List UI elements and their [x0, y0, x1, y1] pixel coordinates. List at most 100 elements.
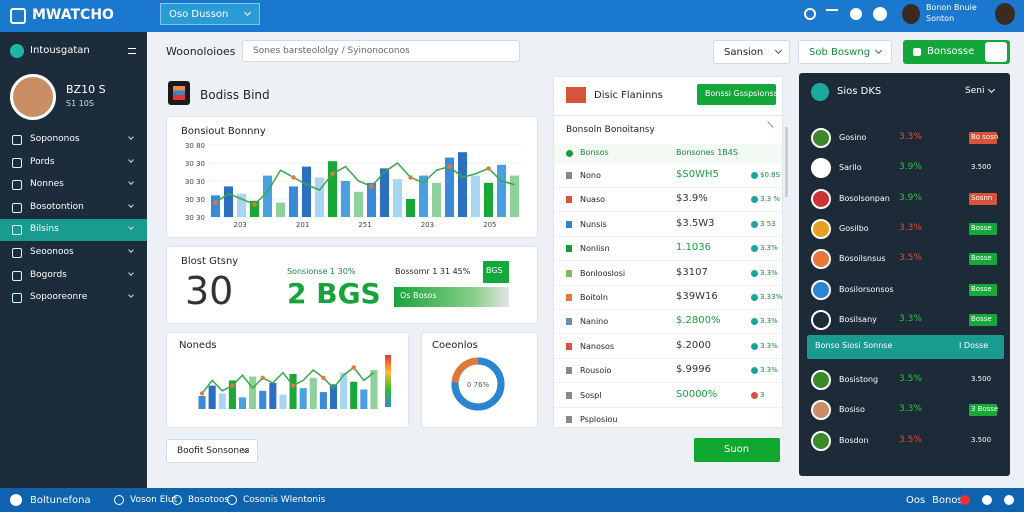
y-tick-label: 30 30 — [185, 160, 205, 168]
board-row[interactable]: Sarilo 3.9% 3.500 — [799, 155, 1010, 183]
row-value: $.9996 — [676, 364, 711, 376]
list-row[interactable]: Nuaso $3.9% 3.3 % — [554, 188, 782, 213]
point — [213, 200, 218, 205]
toolbar-label: Woonoloioes — [166, 45, 236, 58]
bar — [457, 152, 468, 217]
chart — [198, 365, 378, 409]
button[interactable]: Sob Boswng — [798, 40, 892, 64]
list-head: Bonsos Bonsones 1B4S — [554, 144, 782, 164]
footer-link[interactable]: Bonos — [932, 495, 963, 506]
board-row[interactable]: Bosistong 3.5% 3.500 — [799, 367, 1010, 395]
bar — [340, 181, 351, 217]
board-row[interactable]: Bosilorsonsos Bosse — [799, 277, 1010, 305]
icon — [10, 494, 22, 506]
avatar — [811, 279, 831, 300]
list-row[interactable]: Nonlisn 1.1036 3.3% — [554, 237, 782, 262]
badge-text: Bosse — [971, 223, 992, 232]
chevron — [128, 201, 134, 208]
row-dot — [751, 294, 758, 301]
menu-icon — [12, 225, 22, 236]
board-name: Sarilo — [839, 163, 862, 173]
menu-item[interactable]: Nonnes — [0, 174, 147, 196]
badge-text: Bosse — [971, 284, 992, 293]
icon[interactable] — [873, 7, 887, 21]
board-pct: 3.3% — [899, 313, 922, 324]
list-row[interactable]: Bonlooslosi $3107 3.3% — [554, 262, 782, 286]
bar — [418, 175, 429, 217]
footer-link[interactable]: Bosotoos — [188, 495, 230, 505]
icon[interactable] — [850, 8, 862, 20]
dropdown-text: Oso Dusson — [169, 9, 229, 20]
menu-item[interactable]: Sopononos — [0, 129, 147, 151]
bar — [279, 394, 287, 409]
avatar[interactable] — [995, 3, 1015, 25]
avatar — [811, 430, 831, 451]
board-name: Bosiso — [839, 405, 865, 415]
menu-icon[interactable] — [128, 48, 136, 54]
footer-link[interactable]: Voson Elut — [130, 495, 178, 505]
list-subtitle: Bonsoln Bonoitansy — [566, 125, 655, 135]
bar — [299, 388, 307, 409]
menu-icon — [12, 180, 22, 191]
menu-item[interactable]: Sopooreonre — [0, 287, 147, 309]
bar — [198, 396, 206, 409]
board-row[interactable]: Bosiso 3.3% 3 Bosse — [799, 397, 1010, 425]
board-row[interactable]: Gosino 3.3% Bo sosn — [799, 125, 1010, 153]
badge: 3 Bosse — [969, 404, 998, 417]
search-icon[interactable] — [985, 42, 1007, 62]
list-row[interactable]: Nono $S0WH5 $0.8S — [554, 164, 782, 188]
board-row[interactable]: Bosilsany 3.3% Bosse — [799, 307, 1010, 335]
stats-big: 30 — [185, 269, 234, 313]
list-row[interactable]: Rousoio $.9996 3.3% — [554, 359, 782, 384]
list-row[interactable]: Nunsis $3.5W3 3 53 — [554, 213, 782, 237]
board-pct: 3.5% — [899, 434, 922, 445]
search-input[interactable]: Sones barsteololgy / Syinonoconos — [242, 40, 520, 62]
board-row[interactable]: Bosoilsnsus 3.5% Bosse — [799, 246, 1010, 274]
close-icon[interactable] — [762, 121, 774, 133]
list-row[interactable]: Psplosiou — [554, 408, 782, 432]
y-tick-label: 30 30 — [185, 196, 205, 204]
chart-card: Noneds — [166, 332, 409, 428]
icon — [913, 48, 921, 56]
menu-item[interactable]: Bogords — [0, 265, 147, 287]
icon[interactable] — [826, 9, 838, 19]
filter-button[interactable]: Boofit Sonsones — [166, 439, 258, 463]
icon[interactable] — [804, 8, 816, 20]
board-name: Bosistong — [839, 375, 879, 385]
menu-item[interactable]: Bilsins — [0, 219, 147, 242]
profile-avatar — [10, 74, 56, 120]
dropdown[interactable]: Oso Dusson — [160, 3, 260, 25]
highlight-row[interactable]: Bonso Siosi Sonnse I Dosse — [807, 335, 1004, 359]
bar — [329, 384, 338, 409]
bar — [431, 182, 442, 217]
bar — [301, 166, 312, 217]
row-value: $39W16 — [676, 291, 718, 302]
board-row[interactable]: Bosolsonpan 3.9% Sosnn — [799, 186, 1010, 214]
bar — [275, 202, 286, 217]
chevron — [128, 224, 134, 231]
board-filter[interactable]: Seni — [965, 86, 985, 96]
button[interactable]: Suon — [694, 438, 780, 462]
footer-link[interactable]: Cosonis Wlentonis — [243, 495, 326, 505]
board-row[interactable]: Gosilbo 3.3% Bosse — [799, 216, 1010, 244]
menu-item[interactable]: Bosotontion — [0, 197, 147, 219]
button[interactable]: Sansion — [713, 40, 790, 64]
list-row[interactable]: Sospl S0000% 3 — [554, 384, 782, 408]
bar — [269, 383, 277, 409]
board-row[interactable]: Bosdon 3.5% 3.500 — [799, 428, 1010, 456]
point — [447, 164, 452, 169]
menu-item[interactable]: Seoonoos — [0, 242, 147, 264]
row-icon — [566, 196, 572, 204]
donut-card: Coeonlos 0 76% — [421, 332, 538, 428]
list-row[interactable]: Nanosos $.2000 3.3% — [554, 335, 782, 359]
button[interactable]: Bonsosse — [903, 40, 1010, 64]
list-row[interactable]: Boitoln $39W16 3.33% — [554, 286, 782, 310]
button[interactable]: Bonssi Gsspsionss — [697, 84, 778, 105]
highlight-name: Bonso Siosi Sonnse — [815, 341, 893, 350]
footer-link[interactable]: Oos — [906, 495, 926, 506]
avatar[interactable] — [902, 4, 920, 24]
list-row[interactable]: Nanino $.2800% 3.3% — [554, 310, 782, 335]
chart-title: Bonsiout Bonnny — [181, 126, 266, 137]
menu-item[interactable]: Pords — [0, 152, 147, 174]
row-value: S0000% — [676, 388, 718, 400]
